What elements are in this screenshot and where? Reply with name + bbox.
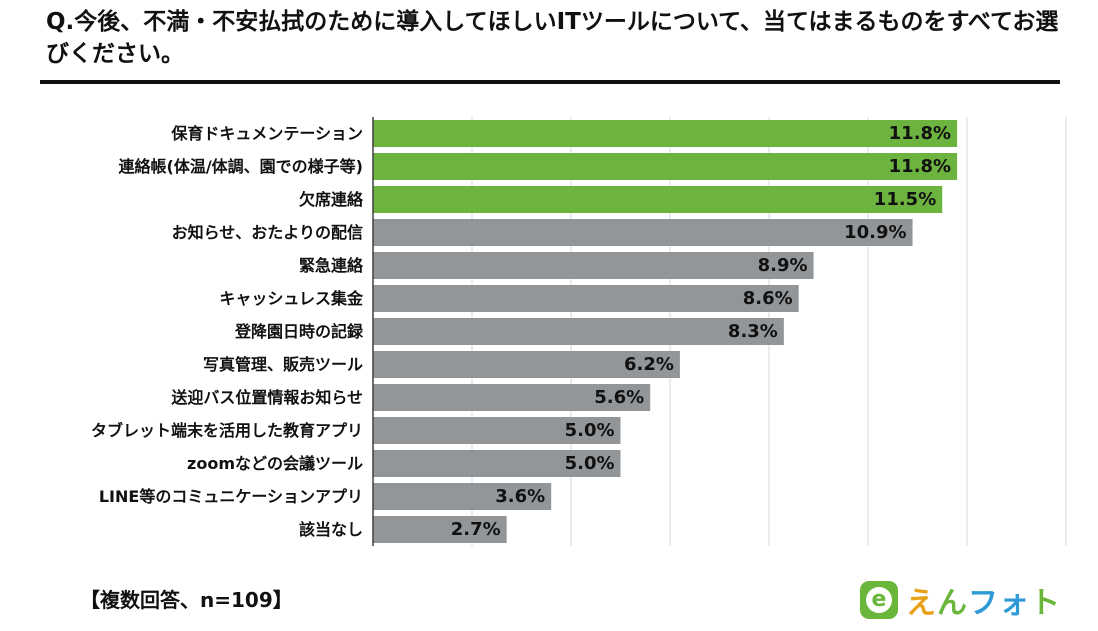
category-label: LINE等のコミュニケーションアプリ (99, 487, 363, 506)
bar (373, 417, 621, 444)
category-label: 写真管理、販売ツール (203, 355, 363, 374)
category-label: 保育ドキュメンテーション (170, 124, 363, 143)
category-label: お知らせ、おたよりの配信 (172, 223, 363, 242)
bar (373, 384, 651, 411)
enphoto-logo: e えんフォト (860, 578, 1061, 622)
category-label: 欠席連絡 (299, 190, 364, 209)
category-label: 連絡帳(体温/体調、園での様子等) (119, 157, 363, 176)
value-label: 5.0% (565, 420, 615, 441)
value-label: 2.7% (451, 519, 501, 540)
category-label: zoomなどの会議ツール (187, 454, 363, 473)
bar (373, 483, 552, 510)
chart-title: Q.今後、不満・不安払拭のために導入してほしいITツールについて、当てはまるもの… (46, 9, 1059, 67)
sample-size-note: 【複数回答、n=109】 (80, 588, 293, 612)
category-label: タブレット端末を活用した教育アプリ (91, 421, 363, 440)
bar (373, 318, 784, 345)
value-label: 6.2% (624, 354, 674, 375)
value-label: 8.3% (728, 321, 778, 342)
title-underline (40, 80, 1060, 84)
value-label: 8.9% (758, 255, 808, 276)
category-label: 送迎バス位置情報お知らせ (170, 388, 363, 407)
category-label: 緊急連絡 (299, 256, 364, 275)
bar (373, 186, 943, 213)
category-label: 該当なし (299, 520, 363, 539)
value-label: 5.0% (565, 453, 615, 474)
bar (373, 516, 507, 543)
bar (373, 450, 621, 477)
bar (373, 120, 958, 147)
value-label: 5.6% (594, 387, 644, 408)
bar (373, 219, 913, 246)
logo-char: え (906, 586, 937, 621)
bar (373, 351, 680, 378)
value-labels: 11.8% 11.8% 11.5% 10.9% 8.9% 8.6% 8.3% 6.2% 5.6%… (451, 123, 951, 540)
logo-char: ん (937, 586, 968, 621)
logo-char: フ (968, 586, 999, 621)
logo-badge-letter: e (866, 587, 892, 613)
bar (373, 285, 799, 312)
logo-badge-icon: e (860, 581, 898, 619)
bar (373, 252, 814, 279)
bar (373, 153, 958, 180)
value-label: 11.5% (874, 189, 936, 210)
value-label: 8.6% (743, 288, 793, 309)
category-label: 登降園日時の記録 (234, 322, 364, 341)
logo-wordmark: えんフォト (906, 578, 1061, 622)
category-label: キャッシュレス集金 (219, 289, 364, 308)
logo-char: ォ (999, 586, 1030, 621)
value-label: 10.9% (844, 222, 906, 243)
bars (373, 120, 958, 543)
value-label: 11.8% (889, 123, 951, 144)
value-label: 3.6% (495, 486, 545, 507)
logo-char: ト (1030, 586, 1061, 621)
value-label: 11.8% (889, 156, 951, 177)
